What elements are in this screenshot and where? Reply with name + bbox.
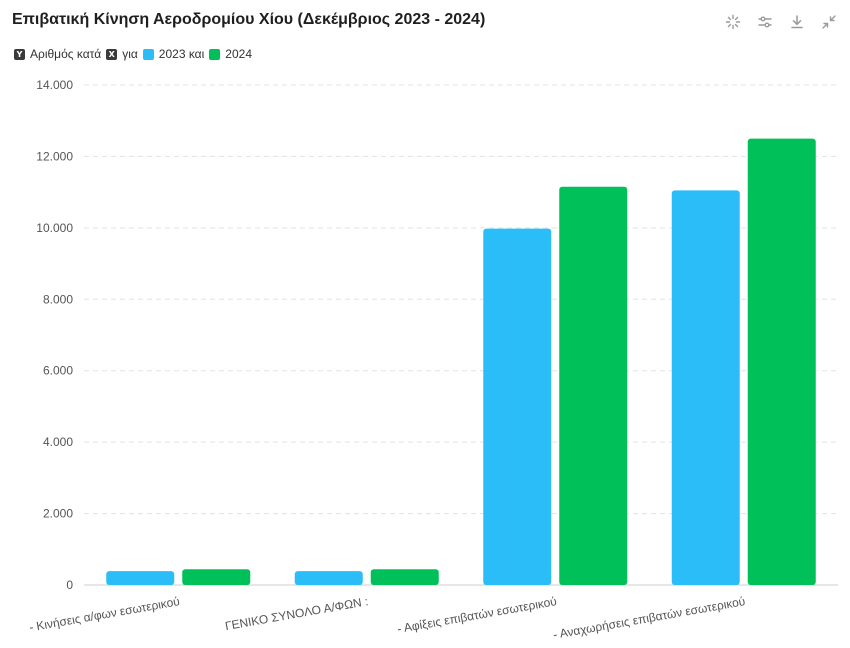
bar-2024-3 bbox=[747, 138, 816, 586]
chart-title: Επιβατική Κίνηση Αεροδρομίου Χίου (Δεκέμ… bbox=[12, 11, 486, 28]
bar-2024-1 bbox=[370, 569, 439, 585]
x-tick-label: - Αφίξεις επιβατών εσωτερικού bbox=[396, 594, 558, 636]
legend-swatch-2023 bbox=[142, 48, 154, 60]
x-tick-label: ΓΕΝΙΚΟ ΣΥΝΟΛΟ Α/ΦΩΝ : bbox=[224, 594, 369, 633]
legend-series-2024-label: 2024 bbox=[225, 47, 252, 61]
x-badge-icon: X bbox=[106, 48, 118, 60]
settings-sliders-icon[interactable] bbox=[754, 11, 776, 33]
chart-toolbar bbox=[722, 11, 840, 33]
legend-swatch-2024 bbox=[209, 48, 221, 60]
y-tick-label: 8.000 bbox=[43, 292, 73, 306]
collapse-icon[interactable] bbox=[818, 11, 840, 33]
bar-2023-1 bbox=[294, 571, 363, 585]
legend-series-2024[interactable]: 2024 bbox=[209, 47, 252, 61]
chart-legend: Y Αριθμός κατά X για 2023 και 2024 bbox=[14, 47, 257, 61]
y-tick-label: 0 bbox=[66, 578, 73, 592]
bar-2023-0 bbox=[106, 571, 175, 585]
bar-2024-2 bbox=[559, 186, 628, 586]
bar-2023-3 bbox=[671, 190, 740, 585]
legend-filter-y[interactable]: Y Αριθμός κατά bbox=[14, 47, 101, 61]
y-tick-label: 10.000 bbox=[36, 221, 73, 235]
y-tick-label: 12.000 bbox=[36, 149, 73, 163]
y-tick-label: 6.000 bbox=[43, 364, 73, 378]
y-tick-label: 2.000 bbox=[43, 507, 73, 521]
bar-2023-2 bbox=[483, 228, 552, 586]
bar-2024-0 bbox=[182, 569, 251, 585]
x-tick-label: - Αναχωρήσεις επιβατών εσωτερικού bbox=[552, 594, 746, 642]
zoom-select-icon[interactable] bbox=[722, 11, 744, 33]
legend-series-2023-label: 2023 και bbox=[158, 47, 205, 61]
y-badge-icon: Y bbox=[14, 48, 25, 60]
y-tick-label: 14.000 bbox=[36, 78, 73, 92]
x-tick-label: - Κινήσεις α/φων εσωτερικού bbox=[28, 594, 181, 634]
legend-series-2023[interactable]: 2023 και bbox=[142, 47, 205, 61]
legend-filter-x[interactable]: X για bbox=[106, 47, 138, 61]
y-tick-label: 4.000 bbox=[43, 435, 73, 449]
legend-filter-x-label: για bbox=[122, 47, 138, 61]
download-icon[interactable] bbox=[786, 11, 808, 33]
legend-filter-y-label: Αριθμός κατά bbox=[30, 47, 102, 61]
